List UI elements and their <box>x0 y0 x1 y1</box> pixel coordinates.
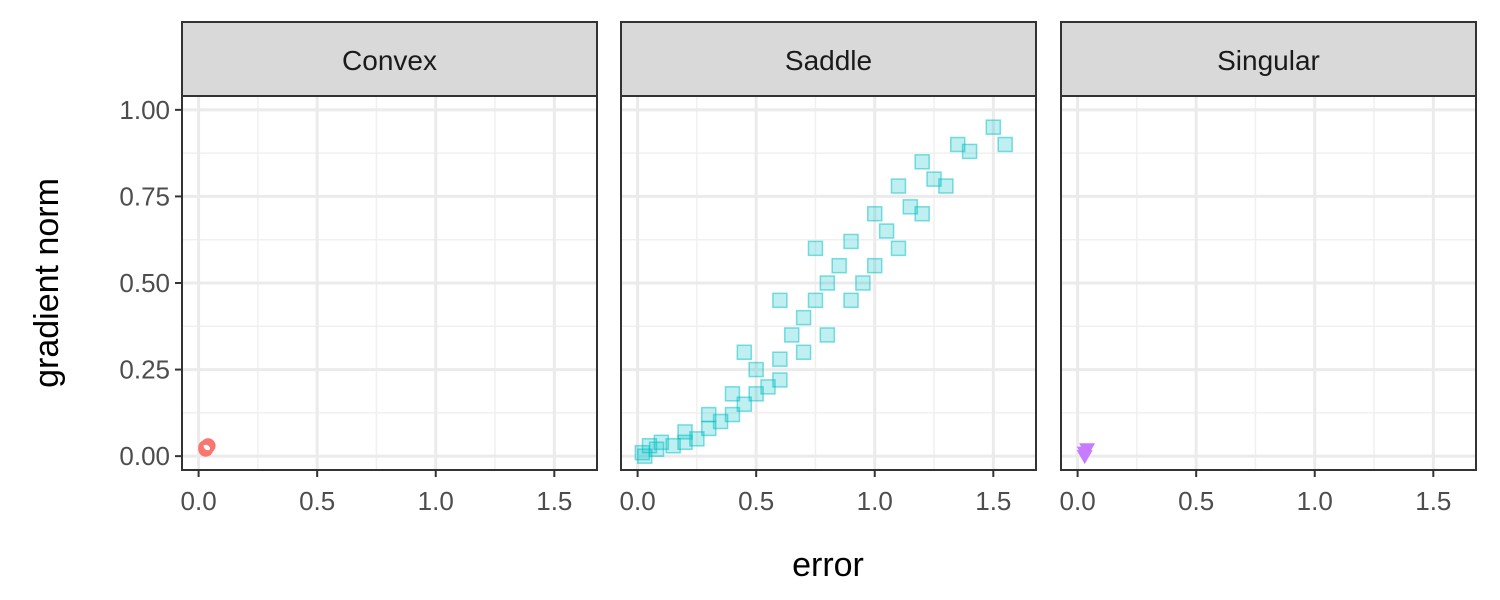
x-axis-title: error <box>792 546 864 584</box>
x-tick-label: 0.0 <box>181 486 217 516</box>
point <box>866 205 883 222</box>
point <box>914 205 930 222</box>
y-tick-label: 0.75 <box>119 181 170 211</box>
point <box>819 275 836 291</box>
point <box>748 361 764 378</box>
point <box>724 386 741 402</box>
point <box>653 434 670 451</box>
panel-border <box>1060 95 1477 471</box>
x-tick-label: 1.5 <box>536 486 572 516</box>
point <box>890 178 907 194</box>
point <box>819 327 836 343</box>
point <box>985 119 1002 135</box>
y-tick-label: 1.00 <box>119 95 170 125</box>
point <box>843 292 859 309</box>
panel-title: Convex <box>342 45 437 76</box>
x-tick-label: 0.0 <box>1060 486 1096 516</box>
point <box>807 240 824 257</box>
point <box>938 178 954 194</box>
point <box>198 441 214 457</box>
panel-border <box>620 95 1037 471</box>
point <box>689 431 705 447</box>
point <box>914 154 930 170</box>
point <box>878 223 895 239</box>
point <box>997 136 1013 153</box>
point <box>772 292 788 309</box>
x-tick-label: 1.5 <box>975 486 1011 516</box>
strip <box>1060 21 1477 97</box>
point <box>665 438 681 454</box>
point <box>736 344 753 361</box>
panel-title: Singular <box>1217 45 1320 76</box>
y-axis-title: gradient norm <box>28 178 66 388</box>
point <box>890 240 907 257</box>
y-tick-label: 0.25 <box>119 355 170 385</box>
strip <box>181 21 598 97</box>
point <box>795 344 812 361</box>
x-tick-label: 0.5 <box>1178 486 1214 516</box>
point <box>736 396 753 412</box>
x-tick-label: 1.0 <box>418 486 454 516</box>
point <box>795 309 812 326</box>
point <box>831 257 847 274</box>
point <box>855 275 871 291</box>
y-tick-label: 0.00 <box>119 441 170 471</box>
x-tick-label: 1.5 <box>1415 486 1451 516</box>
x-tick-label: 0.5 <box>738 486 774 516</box>
point <box>772 351 788 367</box>
point <box>807 292 824 309</box>
point <box>724 406 741 423</box>
x-tick-label: 0.0 <box>620 486 656 516</box>
point <box>772 372 788 388</box>
point <box>783 327 800 343</box>
panel-title: Saddle <box>785 45 872 76</box>
x-tick-label: 1.0 <box>1297 486 1333 516</box>
point <box>1076 450 1093 465</box>
y-tick-label: 0.50 <box>119 268 170 298</box>
x-tick-label: 0.5 <box>299 486 335 516</box>
x-tick-label: 1.0 <box>857 486 893 516</box>
point <box>961 143 978 160</box>
point <box>866 257 883 274</box>
point <box>843 233 859 250</box>
